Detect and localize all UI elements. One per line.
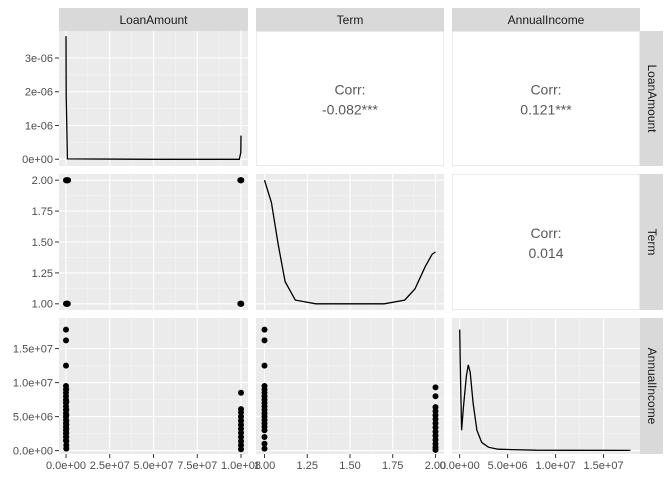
scatter-point <box>238 417 244 424</box>
scatter-point <box>64 300 71 307</box>
x-tick-label-annualincome: 0.0e+00 <box>440 460 480 472</box>
scatter-point <box>261 326 268 333</box>
scatter-point <box>261 434 268 440</box>
scatter-point <box>63 417 70 424</box>
scatter-point <box>432 393 439 400</box>
scatter-point <box>238 413 244 420</box>
scatter-point <box>63 406 70 413</box>
scatter-point <box>63 398 70 405</box>
scatter-point <box>432 446 439 453</box>
x-tick-label-annualincome: 1.0e+07 <box>536 460 576 472</box>
scatter-point <box>238 300 245 307</box>
scatter-point <box>432 412 439 419</box>
right-strip-term <box>640 174 663 310</box>
y-tick-label-annualincome: 5.0e+06 <box>13 411 53 423</box>
panel-annualincome-annualincome <box>452 318 640 454</box>
x-tick-label-loanamount: 0.0e+00 <box>46 460 86 472</box>
scatter-point <box>432 416 439 423</box>
right-strip-label-term: Term <box>645 229 659 256</box>
scatter-point <box>261 427 268 434</box>
top-strip-label-term: Term <box>337 13 364 27</box>
scatter-point <box>432 384 439 391</box>
corr-value: 0.121*** <box>520 102 572 118</box>
scatter-point <box>238 389 244 396</box>
y-tick-label-annualincome: 0.0e+00 <box>13 445 53 457</box>
x-tick-label-loanamount: 2.5e+07 <box>90 460 130 472</box>
right-strip-loanamount <box>640 31 663 166</box>
corr-label: Corr: <box>334 82 365 98</box>
corr-value: 0.014 <box>528 245 563 261</box>
y-tick-label-term: 1.50 <box>32 237 53 249</box>
density-curve-loanamount <box>65 36 242 160</box>
scatter-point <box>432 432 439 439</box>
scatter-point <box>238 409 244 416</box>
x-tick-label-term: 1.75 <box>382 460 403 472</box>
scatter-point <box>238 429 244 436</box>
density-curve-term <box>263 180 436 305</box>
corr-panel-term-annualincome <box>452 174 640 310</box>
top-strip-term <box>256 8 444 31</box>
y-tick-label-term: 1.00 <box>32 299 53 311</box>
corr-panel-loanamount-term <box>256 31 444 166</box>
scatter-point <box>63 386 70 393</box>
density-curve-annualincome <box>459 329 631 452</box>
scatter-point <box>261 440 268 447</box>
right-strip-label-annualincome: AnnualIncome <box>645 348 659 425</box>
corr-label: Corr: <box>530 82 561 98</box>
scatter-point <box>63 362 69 369</box>
x-tick-label-term: 1.25 <box>297 460 318 472</box>
x-tick-label-annualincome: 5.0e+06 <box>488 460 528 472</box>
scatter-point <box>238 434 244 440</box>
scatter-point <box>63 438 70 445</box>
scatter-point <box>63 412 70 419</box>
scatter-point <box>65 177 72 184</box>
y-tick-label-annualincome: 1.0e+07 <box>13 377 53 389</box>
x-tick-label-annualincome: 1.5e+07 <box>584 460 624 472</box>
corr-value: -0.082*** <box>322 102 379 118</box>
scatter-point <box>261 362 268 369</box>
y-tick-label-term: 2.00 <box>32 175 53 187</box>
corr-panel-loanamount-annualincome <box>452 31 640 166</box>
top-strip-label-annualincome: AnnualIncome <box>508 13 585 27</box>
x-tick-label-term: 1.50 <box>339 460 360 472</box>
y-tick-label-loanamount: 3e-06 <box>25 53 53 65</box>
scatter-point <box>261 337 268 344</box>
scatter-point <box>238 446 244 453</box>
scatter-point <box>432 424 439 431</box>
scatter-point <box>238 177 245 184</box>
top-strip-label-loanamount: LoanAmount <box>119 13 188 27</box>
y-tick-label-annualincome: 1.5e+07 <box>13 343 53 355</box>
top-strip-annualincome <box>452 8 640 31</box>
y-tick-label-loanamount: 0e+00 <box>22 154 53 166</box>
right-strip-annualincome <box>640 318 663 454</box>
y-tick-label-loanamount: 1e-06 <box>25 120 53 132</box>
scatter-point <box>432 436 439 443</box>
scatter-point <box>238 425 244 432</box>
x-tick-label-loanamount: 5.0e+07 <box>133 460 173 472</box>
y-tick-label-term: 1.75 <box>32 206 53 218</box>
x-tick-label-loanamount: 1.0e+08 <box>221 460 261 472</box>
x-tick-label-term: 1.00 <box>254 460 275 472</box>
scatter-point <box>432 420 439 427</box>
y-tick-label-loanamount: 2e-06 <box>25 87 53 99</box>
scatter-point <box>63 429 70 436</box>
top-strip-loanamount <box>59 8 248 31</box>
corr-label: Corr: <box>530 225 561 241</box>
scatter-point <box>238 438 244 445</box>
scatter-point <box>63 445 70 452</box>
scatter-point <box>63 434 70 440</box>
scatter-point <box>63 326 69 333</box>
x-tick-label-term: 2.00 <box>425 460 446 472</box>
scatter-point <box>261 445 268 452</box>
scatter-point <box>63 425 70 432</box>
y-tick-label-term: 1.25 <box>32 268 53 280</box>
x-tick-label-loanamount: 7.5e+07 <box>177 460 217 472</box>
right-strip-label-loanamount: LoanAmount <box>645 64 659 133</box>
scatter-point <box>63 337 69 344</box>
scatter-point <box>432 404 439 411</box>
